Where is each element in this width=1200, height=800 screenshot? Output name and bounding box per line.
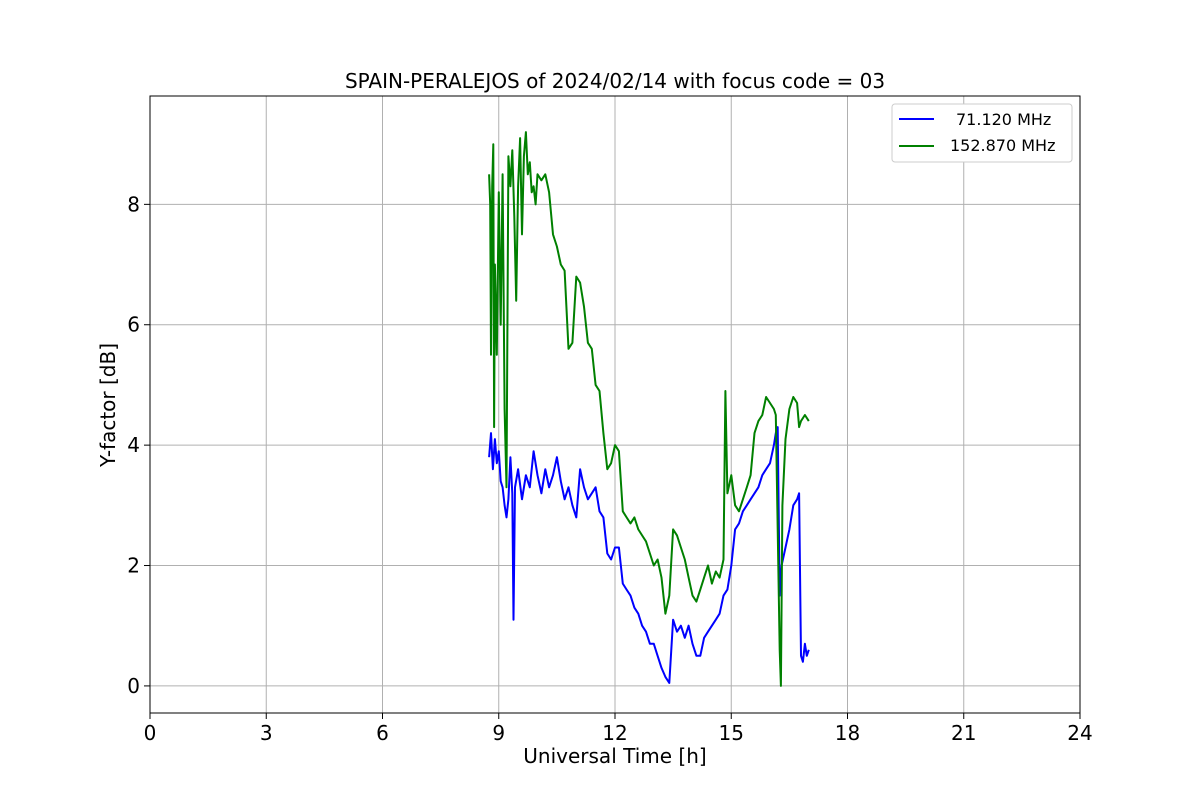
legend: 71.120 MHz 152.870 MHz	[891, 103, 1073, 163]
y-tick-label: 6	[127, 313, 140, 337]
legend-box	[891, 103, 1073, 163]
x-tick-label: 24	[1067, 721, 1092, 745]
y-tick-label: 2	[127, 554, 140, 578]
x-axis-label: Universal Time [h]	[523, 744, 706, 768]
y-axis-label: Y-factor [dB]	[96, 343, 120, 468]
y-tick-label: 8	[127, 192, 140, 216]
series-line-71mhz	[488, 426, 810, 684]
x-tick-label: 15	[719, 721, 744, 745]
x-tick-label: 3	[260, 721, 273, 745]
series-line-152mhz	[488, 131, 810, 687]
x-tick-label: 18	[835, 721, 860, 745]
legend-label-152mhz: 152.870 MHz	[950, 136, 1055, 155]
legend-label-71mhz: 71.120 MHz	[956, 110, 1051, 129]
y-tick-label: 0	[127, 674, 140, 698]
chart-title: SPAIN-PERALEJOS of 2024/02/14 with focus…	[345, 69, 885, 93]
y-tick-label: 4	[127, 433, 140, 457]
x-tick-label: 12	[602, 721, 627, 745]
x-tick-label: 0	[144, 721, 157, 745]
x-tick-label: 9	[492, 721, 505, 745]
x-tick-label: 21	[951, 721, 976, 745]
x-tick-label: 6	[376, 721, 389, 745]
series-lines	[488, 131, 810, 687]
